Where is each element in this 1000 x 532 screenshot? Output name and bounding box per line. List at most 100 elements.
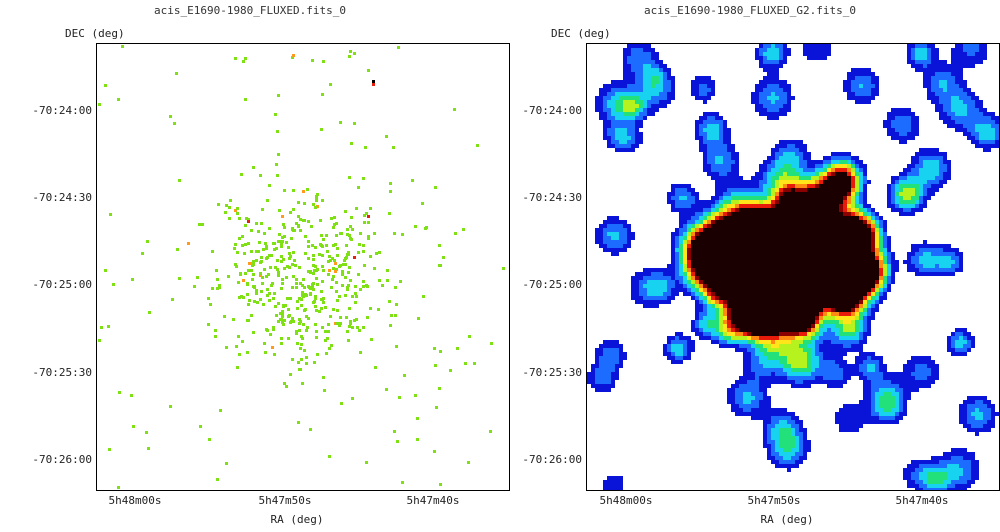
heatmap-cell [851, 212, 855, 216]
heatmap-cell [811, 252, 815, 256]
heatmap-cell [767, 340, 771, 344]
heatmap-cell [679, 184, 683, 188]
heatmap-cell [747, 236, 751, 240]
heatmap-cell [939, 152, 943, 156]
count-pixel [367, 221, 370, 224]
heatmap-cell [863, 228, 867, 232]
count-pixel [347, 271, 350, 274]
heatmap-cell [879, 280, 883, 284]
heatmap-cell [735, 340, 739, 344]
heatmap-cell [603, 88, 607, 92]
heatmap-cell [859, 232, 863, 236]
heatmap-cell [707, 204, 711, 208]
heatmap-cell [955, 352, 959, 356]
heatmap-cell [803, 328, 807, 332]
heatmap-cell [679, 256, 683, 260]
heatmap-cell [879, 376, 883, 380]
heatmap-cell [763, 304, 767, 308]
count-pixel [351, 397, 354, 400]
heatmap-cell [655, 72, 659, 76]
heatmap-cell [639, 300, 643, 304]
heatmap-cell [975, 140, 979, 144]
heatmap-cell [683, 264, 687, 268]
heatmap-cell [839, 204, 843, 208]
heatmap-cell [639, 72, 643, 76]
heatmap-cell [787, 212, 791, 216]
heatmap-cell [703, 308, 707, 312]
heatmap-cell [903, 168, 907, 172]
heatmap-cell [839, 244, 843, 248]
heatmap-cell [735, 256, 739, 260]
heatmap-cell [767, 104, 771, 108]
heatmap-cell [759, 52, 763, 56]
heatmap-cell [671, 344, 675, 348]
heatmap-cell [771, 244, 775, 248]
count-pixel [439, 264, 442, 267]
heatmap-cell [779, 200, 783, 204]
heatmap-cell [947, 256, 951, 260]
heatmap-cell [931, 56, 935, 60]
heatmap-cell [951, 76, 955, 80]
heatmap-cell [935, 76, 939, 80]
count-pixel [141, 252, 144, 255]
heatmap-cell [639, 88, 643, 92]
heatmap-cell [835, 328, 839, 332]
heatmap-cell [963, 52, 967, 56]
fluxed-pixel-map [98, 45, 505, 489]
heatmap-cell [687, 352, 691, 356]
heatmap-cell [615, 124, 619, 128]
count-pixel [234, 263, 237, 266]
heatmap-cell [899, 204, 903, 208]
heatmap-cell [691, 256, 695, 260]
heatmap-cell [839, 328, 843, 332]
heatmap-cell [783, 260, 787, 264]
heatmap-cell [847, 304, 851, 308]
heatmap-cell [831, 284, 835, 288]
heatmap-cell [811, 312, 815, 316]
count-pixel [332, 275, 335, 278]
heatmap-cell [803, 304, 807, 308]
heatmap-cell [835, 184, 839, 188]
heatmap-cell [803, 356, 807, 360]
heatmap-cell [763, 320, 767, 324]
heatmap-cell [855, 244, 859, 248]
heatmap-cell [839, 288, 843, 292]
heatmap-cell [743, 196, 747, 200]
heatmap-cell [755, 244, 759, 248]
heatmap-cell [847, 252, 851, 256]
heatmap-cell [651, 80, 655, 84]
heatmap-cell [995, 132, 999, 136]
heatmap-cell [879, 368, 883, 372]
count-pixel [173, 122, 176, 125]
heatmap-cell [931, 256, 935, 260]
heatmap-cell [803, 336, 807, 340]
count-pixel [269, 333, 272, 336]
count-pixel [417, 317, 420, 320]
heatmap-cell [823, 288, 827, 292]
heatmap-cell [667, 288, 671, 292]
count-pixel [325, 352, 328, 355]
heatmap-cell [783, 204, 787, 208]
heatmap-cell [875, 260, 879, 264]
heatmap-cell [855, 164, 859, 168]
heatmap-cell [623, 116, 627, 120]
count-pixel [303, 202, 306, 205]
heatmap-cell [687, 252, 691, 256]
heatmap-cell [875, 288, 879, 292]
heatmap-cell [631, 104, 635, 108]
heatmap-cell [831, 336, 835, 340]
heatmap-cell [735, 304, 739, 308]
heatmap-cell [835, 220, 839, 224]
heatmap-cell [759, 216, 763, 220]
heatmap-cell [711, 208, 715, 212]
heatmap-cell [779, 108, 783, 112]
heatmap-cell [767, 360, 771, 364]
heatmap-cell [831, 376, 835, 380]
heatmap-cell [739, 228, 743, 232]
heatmap-cell [727, 228, 731, 232]
heatmap-cell [795, 148, 799, 152]
image-canvas[interactable] [96, 43, 510, 491]
heatmap-cell [815, 364, 819, 368]
count-pixel [247, 319, 250, 322]
image-canvas[interactable] [586, 43, 1000, 491]
